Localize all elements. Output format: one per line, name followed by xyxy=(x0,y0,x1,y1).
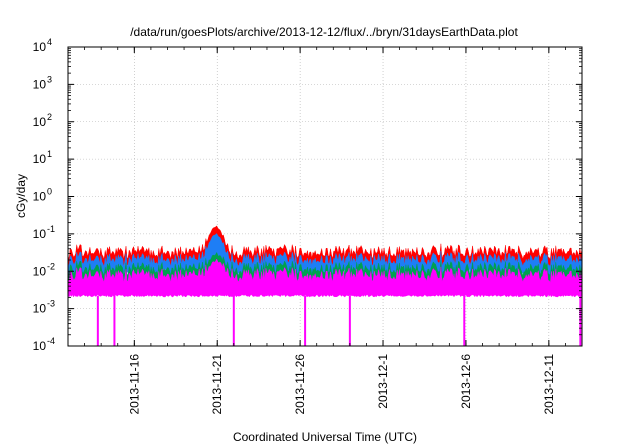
y-tick-label: 10 xyxy=(33,190,47,204)
y-tick-label-exponent: -3 xyxy=(47,299,55,309)
chart-title: /data/run/goesPlots/archive/2013-12-12/f… xyxy=(130,25,518,39)
y-tick-label: 10 xyxy=(33,152,47,166)
y-tick-label: 10 xyxy=(33,339,47,353)
y-tick-label-exponent: -1 xyxy=(47,224,55,234)
y-tick-label-exponent: 0 xyxy=(47,187,52,197)
plot-area xyxy=(67,225,583,346)
y-tick-label: 10 xyxy=(33,302,47,316)
y-tick-label-exponent: 1 xyxy=(47,149,52,159)
y-tick-label: 10 xyxy=(33,115,47,129)
x-tick-label: 2013-12-6 xyxy=(459,354,473,409)
x-tick-label: 2013-12-1 xyxy=(376,354,390,409)
y-tick-label: 10 xyxy=(33,227,47,241)
x-tick-label: 2013-11-26 xyxy=(293,354,307,415)
y-axis-label: cGy/day xyxy=(14,174,28,218)
y-tick-label: 10 xyxy=(33,264,47,278)
y-tick-label: 10 xyxy=(33,40,47,54)
y-tick-label-exponent: -2 xyxy=(47,261,55,271)
y-tick-label-exponent: 2 xyxy=(47,112,52,122)
x-tick-label: 2013-12-11 xyxy=(542,354,556,415)
x-tick-label: 2013-11-21 xyxy=(210,354,224,415)
y-tick-label: 10 xyxy=(33,77,47,91)
y-tick-label-exponent: -4 xyxy=(47,336,55,346)
y-tick-label-exponent: 3 xyxy=(47,74,52,84)
y-tick-label-exponent: 4 xyxy=(47,37,52,47)
grid xyxy=(68,46,582,347)
x-axis: 2013-11-16 2013-11-21 2013-11-26 2013-12-1 2… xyxy=(84,47,566,415)
plot-frame xyxy=(67,46,583,347)
x-tick-label: 2013-11-16 xyxy=(127,354,141,415)
x-axis-label: Coordinated Universal Time (UTC) xyxy=(233,430,417,444)
